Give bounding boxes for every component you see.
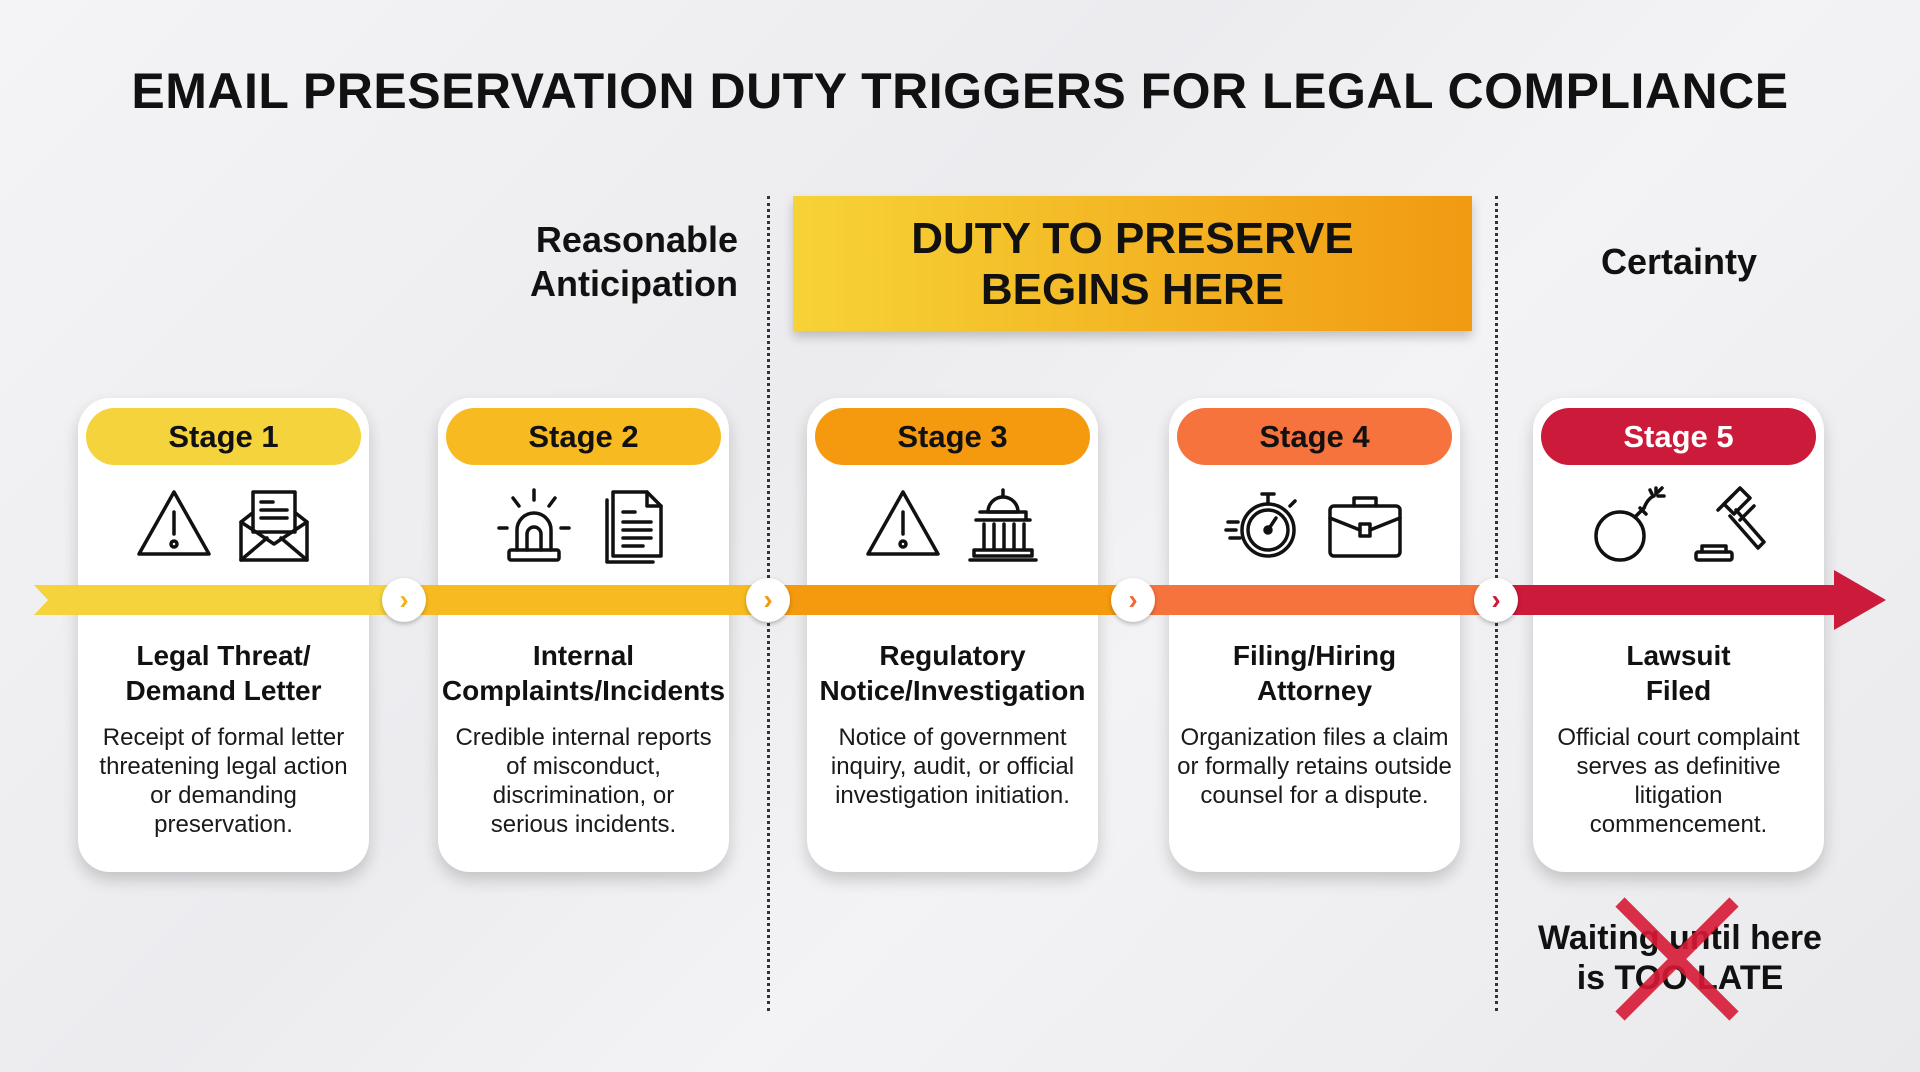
stage-heading-line: Legal Threat/ [136, 640, 311, 671]
stage-heading-line: Lawsuit [1626, 640, 1731, 671]
stopwatch-icon [1223, 492, 1297, 558]
banner-line: BEGINS HERE [980, 264, 1285, 314]
warning-icon [136, 490, 211, 556]
chevron-right-icon: › [1474, 578, 1518, 622]
stage-heading: Internal Complaints/Incidents [438, 638, 729, 708]
documents-icon [604, 490, 663, 564]
stage-card-2: Stage 2 Internal Complaints/Incidents Cre… [438, 398, 729, 872]
timeline-segment-stage-1 [34, 585, 414, 615]
page-title: EMAIL PRESERVATION DUTY TRIGGERS FOR LEG… [131, 63, 1789, 119]
stage-description: Notice of government inquiry, audit, or … [830, 724, 1075, 809]
stage-description: Credible internal reports of misconduct,… [455, 724, 712, 838]
chevron-right-icon: › [746, 578, 790, 622]
stage-heading-line: Filed [1645, 675, 1712, 706]
stage-icons [78, 484, 369, 566]
stage-heading: Filing/Hiring Attorney [1169, 638, 1460, 708]
warning-icon [865, 490, 940, 556]
gavel-icon [1693, 486, 1766, 562]
stage-heading-line: Complaints/Incidents [441, 675, 726, 706]
zone-label-line: Reasonable [535, 219, 738, 260]
stage-icons [1169, 484, 1460, 566]
stage-heading-line: Regulatory [879, 640, 1026, 671]
zone-label-certainty: Certainty [1600, 241, 1758, 282]
zone-label-line: Anticipation [530, 263, 738, 304]
stage-heading-line: Attorney [1256, 675, 1373, 706]
banner-line: DUTY TO PRESERVE [911, 213, 1354, 263]
stage-pill: Stage 2 [446, 408, 721, 465]
chevron-right-icon: › [1111, 578, 1155, 622]
open-envelope-letter-icon [238, 490, 309, 562]
duty-banner: DUTY TO PRESERVE BEGINS HERE [793, 196, 1472, 331]
stage-icons [807, 484, 1098, 566]
siren-alarm-icon [496, 488, 571, 562]
stage-card-5: Stage 5 Lawsuit Filed Official court comp… [1533, 398, 1824, 872]
government-building-icon [967, 488, 1038, 562]
stage-heading-line: Demand Letter [125, 675, 322, 706]
stage-card-4: Stage 4 Filing/Hiring Attorney Organizati… [1169, 398, 1460, 872]
timeline-segment-stage-3 [768, 585, 1138, 615]
timeline-segment-stage-4 [1133, 585, 1503, 615]
stage-card-1: Stage 1 Legal Threat/Demand Letter Recei… [78, 398, 369, 872]
stage-card-3: Stage 3 Regulatory Notice/Investigation N… [807, 398, 1098, 872]
stage-pill: Stage 3 [815, 408, 1090, 465]
red-cross-icon [1615, 897, 1739, 1021]
stage-icons [1533, 484, 1824, 566]
stage-pill: Stage 4 [1177, 408, 1452, 465]
bomb-icon [1593, 486, 1666, 562]
chevron-right-icon: › [382, 578, 426, 622]
stage-heading-line: Internal [532, 640, 635, 671]
stage-description: Official court complaint serves as defin… [1557, 724, 1800, 838]
stage-description: Organization files a claim or formally r… [1177, 724, 1452, 809]
stage-heading-line: Notice/Investigation [819, 675, 1086, 706]
stage-pill: Stage 5 [1541, 408, 1816, 465]
stage-heading: Lawsuit Filed [1533, 638, 1824, 708]
timeline-arrow-stage-5 [1496, 570, 1886, 630]
briefcase-icon [1327, 496, 1402, 558]
stage-heading: Legal Threat/Demand Letter [78, 638, 369, 708]
stage-heading: Regulatory Notice/Investigation [807, 638, 1098, 708]
timeline-segment-stage-2 [404, 585, 774, 615]
stage-icons [438, 484, 729, 566]
stage-pill: Stage 1 [86, 408, 361, 465]
zone-label-reasonable-anticipation: Reasonable Anticipation [470, 218, 738, 306]
stage-heading-line: Filing/Hiring [1232, 640, 1397, 671]
stage-description: Receipt of formal letter threatening leg… [99, 724, 348, 838]
